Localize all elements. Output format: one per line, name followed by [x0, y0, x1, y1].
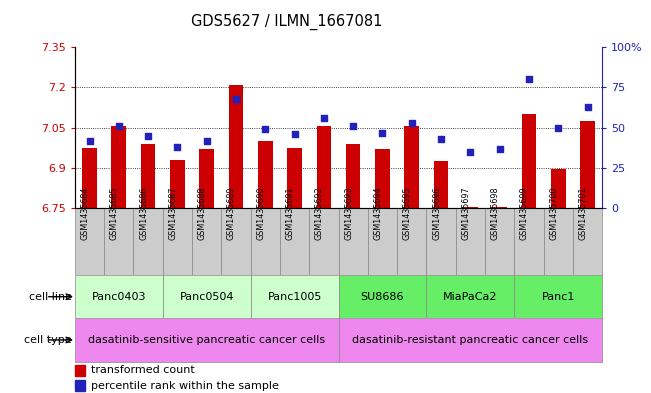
Bar	[397, 208, 426, 275]
Text: dasatinib-sensitive pancreatic cancer cells: dasatinib-sensitive pancreatic cancer ce…	[88, 335, 326, 345]
Point	[495, 145, 505, 152]
Text: GSM1435694: GSM1435694	[374, 187, 383, 241]
Bar	[368, 208, 397, 275]
Text: Panc0403: Panc0403	[92, 292, 146, 302]
Text: GDS5627 / ILMN_1667081: GDS5627 / ILMN_1667081	[191, 14, 382, 30]
Text: percentile rank within the sample: percentile rank within the sample	[90, 381, 279, 391]
Bar	[492, 207, 507, 208]
Text: cell line: cell line	[29, 292, 72, 302]
Bar	[434, 161, 449, 208]
Text: GSM1435686: GSM1435686	[139, 187, 148, 241]
Point	[260, 126, 271, 132]
Bar	[163, 275, 251, 318]
Bar	[309, 208, 339, 275]
Bar	[521, 114, 536, 208]
Bar	[426, 275, 514, 318]
Bar	[514, 208, 544, 275]
Text: GSM1435687: GSM1435687	[169, 187, 178, 241]
Bar	[316, 127, 331, 208]
Point	[436, 136, 447, 142]
Text: GSM1435691: GSM1435691	[286, 187, 294, 241]
Text: SU8686: SU8686	[361, 292, 404, 302]
Text: GSM1435695: GSM1435695	[403, 187, 412, 241]
Text: GSM1435692: GSM1435692	[315, 187, 324, 241]
Text: Panc1005: Panc1005	[268, 292, 322, 302]
Point	[348, 123, 358, 129]
Bar	[170, 160, 185, 208]
Point	[143, 133, 154, 139]
Point	[202, 138, 212, 144]
Bar	[280, 208, 309, 275]
Bar	[346, 144, 361, 208]
Bar	[82, 148, 97, 208]
Text: GSM1435685: GSM1435685	[110, 187, 119, 241]
Bar	[339, 318, 602, 362]
Bar	[133, 208, 163, 275]
Point	[553, 125, 564, 131]
Bar	[75, 380, 85, 391]
Bar	[426, 208, 456, 275]
Bar	[580, 121, 595, 208]
Bar	[251, 275, 339, 318]
Bar	[339, 275, 426, 318]
Bar	[75, 365, 85, 376]
Bar	[339, 208, 368, 275]
Bar	[551, 169, 566, 208]
Text: Panc0504: Panc0504	[180, 292, 234, 302]
Text: GSM1435693: GSM1435693	[344, 187, 353, 241]
Text: GSM1435684: GSM1435684	[81, 187, 90, 241]
Bar	[573, 208, 602, 275]
Bar	[221, 208, 251, 275]
Text: cell type: cell type	[24, 335, 72, 345]
Bar	[199, 149, 214, 208]
Bar	[104, 208, 133, 275]
Point	[173, 144, 183, 150]
Text: GSM1435701: GSM1435701	[579, 187, 588, 241]
Point	[85, 138, 95, 144]
Bar	[404, 127, 419, 208]
Bar	[192, 208, 221, 275]
Text: GSM1435689: GSM1435689	[227, 187, 236, 241]
Bar	[75, 318, 339, 362]
Text: Panc1: Panc1	[542, 292, 575, 302]
Text: GSM1435690: GSM1435690	[256, 187, 266, 241]
Text: MiaPaCa2: MiaPaCa2	[443, 292, 497, 302]
Point	[231, 95, 242, 102]
Bar	[251, 208, 280, 275]
Text: GSM1435697: GSM1435697	[462, 187, 471, 241]
Text: GSM1435688: GSM1435688	[198, 187, 207, 241]
Point	[289, 131, 299, 137]
Point	[523, 76, 534, 83]
Bar	[375, 149, 390, 208]
Point	[114, 123, 124, 129]
Text: GSM1435699: GSM1435699	[520, 187, 529, 241]
Text: GSM1435700: GSM1435700	[549, 187, 559, 241]
Bar	[485, 208, 514, 275]
Text: dasatinib-resistant pancreatic cancer cells: dasatinib-resistant pancreatic cancer ce…	[352, 335, 589, 345]
Bar	[456, 208, 485, 275]
Bar	[514, 275, 602, 318]
Bar	[258, 141, 273, 208]
Bar	[544, 208, 573, 275]
Point	[319, 115, 329, 121]
Bar	[75, 275, 163, 318]
Bar	[75, 208, 104, 275]
Bar	[287, 148, 302, 208]
Text: GSM1435696: GSM1435696	[432, 187, 441, 241]
Point	[583, 104, 593, 110]
Point	[406, 120, 417, 126]
Point	[465, 149, 476, 155]
Bar	[141, 144, 156, 208]
Bar	[229, 85, 243, 208]
Text: transformed count: transformed count	[90, 365, 195, 375]
Text: GSM1435698: GSM1435698	[491, 187, 500, 241]
Bar	[111, 127, 126, 208]
Point	[378, 129, 388, 136]
Bar	[163, 208, 192, 275]
